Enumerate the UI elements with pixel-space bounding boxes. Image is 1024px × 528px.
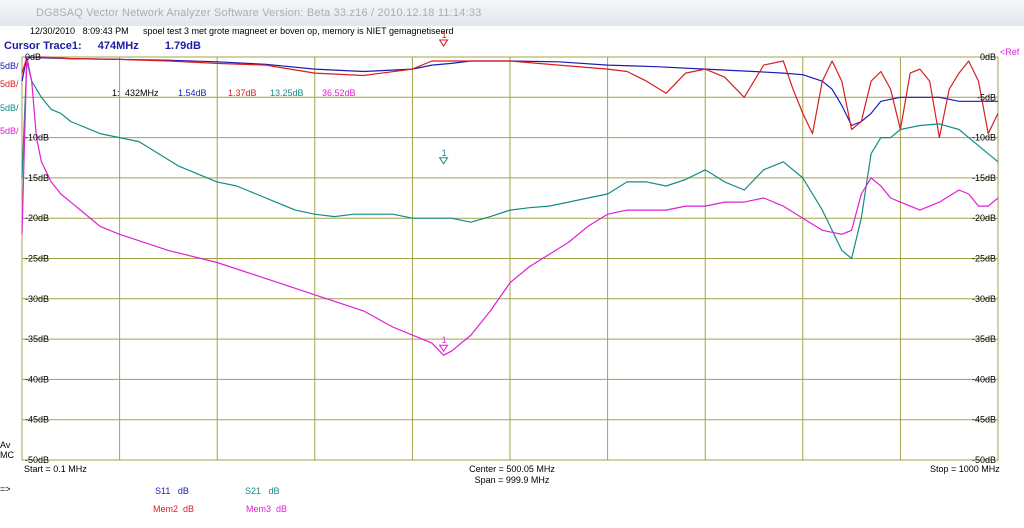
y-tick-left: -45dB: [25, 415, 49, 425]
avg-label: Av: [0, 440, 11, 450]
marker-mem2: 1.37dB: [228, 88, 257, 98]
chart-grid: [21, 56, 999, 461]
marker-s21: 13.25dB: [270, 88, 304, 98]
marker-label: 1: [442, 335, 447, 345]
measurement-date: 12/30/2010 8:09:43 PM: [30, 26, 129, 36]
cursor-readout: Cursor Trace1: 474MHz 1.79dB: [4, 40, 201, 52]
chart-traces: [21, 56, 999, 356]
y-tick-right: -20dB: [972, 213, 996, 223]
y-tick-right: -25dB: [972, 254, 996, 264]
marker-mem3: 36.52dB: [322, 88, 356, 98]
legend-s21-name: S21: [245, 486, 262, 496]
mc-label: MC: [0, 450, 14, 460]
left-scale-label-mem2: 5dB/: [0, 79, 19, 89]
marker-id: 1:: [112, 88, 120, 98]
trace-mem3: [21, 56, 999, 356]
ref-label: <Ref: [1000, 47, 1020, 57]
y-tick-right: -30dB: [972, 294, 996, 304]
window-title: DG8SAQ Vector Network Analyzer Software …: [36, 7, 482, 19]
marker-s11: 1.54dB: [178, 88, 207, 98]
left-scale-labels: 5dB/ 5dB/ 5dB/ 5dB/: [0, 61, 19, 136]
marker-triangle: [438, 344, 449, 353]
y-tick-right: 0dB: [980, 52, 996, 62]
span-frequency: Span = 999.9 MHz: [474, 475, 550, 485]
y-tick-right: -35dB: [972, 334, 996, 344]
y-tick-left: -10dB: [25, 133, 49, 143]
start-frequency: Start = 0.1 MHz: [24, 464, 87, 474]
marker-readout-row: 1: 432MHz 1.54dB 1.37dB 13.25dB 36.52dB: [112, 88, 356, 98]
y-tick-left: 0dB: [25, 52, 41, 62]
y-tick-right: -40dB: [972, 374, 996, 384]
legend-s11[interactable]: S11 dB: [155, 486, 189, 496]
measurement-note: spoel test 3 met grote magneet er boven …: [143, 26, 454, 36]
time-text: 8:09:43 PM: [82, 26, 129, 36]
legend-mem2[interactable]: Mem2 dB: [153, 504, 194, 514]
date-text: 12/30/2010: [30, 26, 76, 36]
left-scale-label-s21: 5dB/: [0, 103, 19, 113]
legend-s11-name: S11: [155, 486, 171, 496]
legend-s21[interactable]: S21 dB: [245, 486, 280, 496]
y-tick-right: -15dB: [972, 173, 996, 183]
y-tick-right: -50dB: [972, 455, 996, 465]
chart-markers: 1 1 1: [438, 30, 449, 353]
y-tick-left: -50dB: [25, 455, 49, 465]
y-tick-left: -35dB: [25, 334, 49, 344]
left-scale-label-mem3: 5dB/: [0, 126, 19, 136]
legend-mem3-name: Mem3: [246, 504, 272, 514]
legend-s11-unit: dB: [177, 486, 189, 496]
legend-mem2-name: Mem2: [153, 504, 179, 514]
averaging-indicator: Av MC: [0, 440, 14, 460]
marker-triangle: [438, 157, 449, 165]
trace-s11: [21, 56, 998, 127]
legend-mem3[interactable]: Mem3 dB: [246, 504, 287, 514]
legend-s21-unit: dB: [268, 486, 280, 496]
y-tick-left: -25dB: [25, 254, 49, 264]
marker-freq: 432MHz: [125, 88, 159, 98]
marker-triangle: [438, 39, 449, 47]
left-scale-label-s11: 5dB/: [0, 61, 19, 71]
legend-mem3-unit: dB: [276, 504, 288, 514]
center-frequency: Center = 500.05 MHz: [469, 464, 555, 474]
y-tick-right: -5dB: [977, 92, 996, 102]
legend-mem2-unit: dB: [183, 504, 195, 514]
y-tick-right: -45dB: [972, 415, 996, 425]
y-tick-left: -40dB: [25, 374, 49, 384]
chart-ticks: 0dB -5dB -10dB -15dB -20dB -25dB -30dB -35dB -40…: [25, 52, 996, 465]
cursor-value: 1.79dB: [164, 40, 201, 52]
y-tick-right: -10dB: [972, 133, 996, 143]
title-bar: DG8SAQ Vector Network Analyzer Software …: [0, 0, 1024, 26]
cursor-label: Cursor Trace1:: [4, 40, 82, 52]
trace-s21: [21, 60, 999, 260]
y-tick-left: -20dB: [25, 213, 49, 223]
y-tick-left: -15dB: [25, 173, 49, 183]
cursor-frequency: 474MHz: [97, 40, 139, 52]
arrow-indicator: =>: [0, 484, 11, 494]
trace-mem2: [21, 56, 999, 139]
y-tick-left: -30dB: [25, 294, 49, 304]
marker-label: 1: [442, 148, 447, 158]
marker-label: 1: [442, 30, 447, 40]
stop-frequency: Stop = 1000 MHz: [930, 464, 1000, 474]
